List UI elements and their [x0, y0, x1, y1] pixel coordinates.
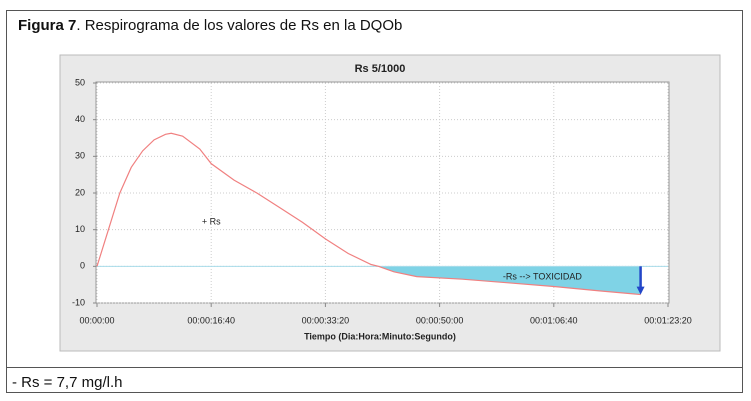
annotation: + Rs	[202, 217, 221, 227]
x-tick-label: 00:00:50:00	[416, 315, 464, 325]
x-tick-label: 00:00:33:20	[302, 315, 350, 325]
caption-text: . Respirograma de los valores de Rs en l…	[76, 17, 403, 34]
y-tick-label: 30	[75, 151, 85, 161]
y-tick-label: -10	[72, 297, 85, 307]
y-tick-label: 0	[80, 261, 85, 271]
arrow-head	[636, 286, 645, 295]
y-tick-label: 50	[75, 77, 85, 87]
x-tick-label: 00:00:16:40	[187, 315, 235, 325]
y-tick-label: 20	[75, 187, 85, 197]
separator	[6, 367, 743, 368]
y-tick-label: 40	[75, 114, 85, 124]
y-tick-label: 10	[75, 224, 85, 234]
chart-title: Rs 5/1000	[355, 63, 406, 75]
toxicity-area	[378, 266, 641, 295]
caption-label: Figura 7	[18, 17, 77, 34]
x-tick-label: 00:00:00	[79, 315, 114, 325]
note: - Rs = 7,7 mg/l.h	[12, 374, 123, 391]
annotation: -Rs --> TOXICIDAD	[503, 272, 582, 282]
caption: Figura 7. Respirograma de los valores de…	[18, 17, 402, 34]
x-tick-label: 00:01:23:20	[644, 315, 692, 325]
x-tick-label: 00:01:06:40	[530, 315, 578, 325]
figure-frame	[6, 10, 743, 393]
series-line	[96, 132, 641, 296]
x-axis-label: Tiempo (Dia:Hora:Minuto:Segundo)	[304, 331, 456, 341]
